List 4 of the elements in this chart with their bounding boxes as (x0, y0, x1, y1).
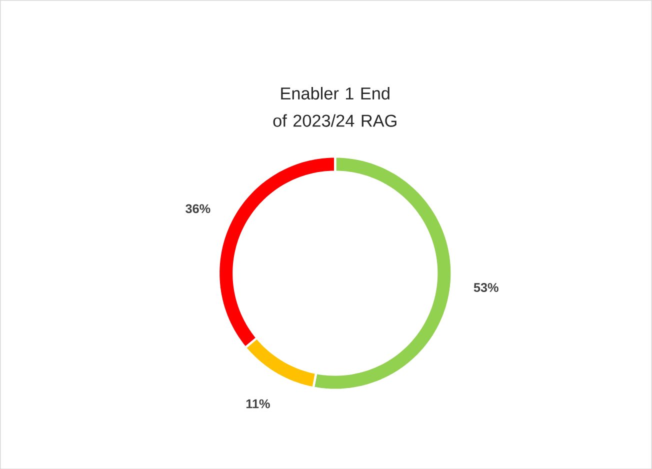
data-label: 53% (474, 282, 498, 292)
data-label: 11% (246, 399, 270, 408)
chart-title: Enabler 1 End of 2023/24 RAG (273, 86, 396, 127)
data-label: 36% (186, 204, 210, 213)
